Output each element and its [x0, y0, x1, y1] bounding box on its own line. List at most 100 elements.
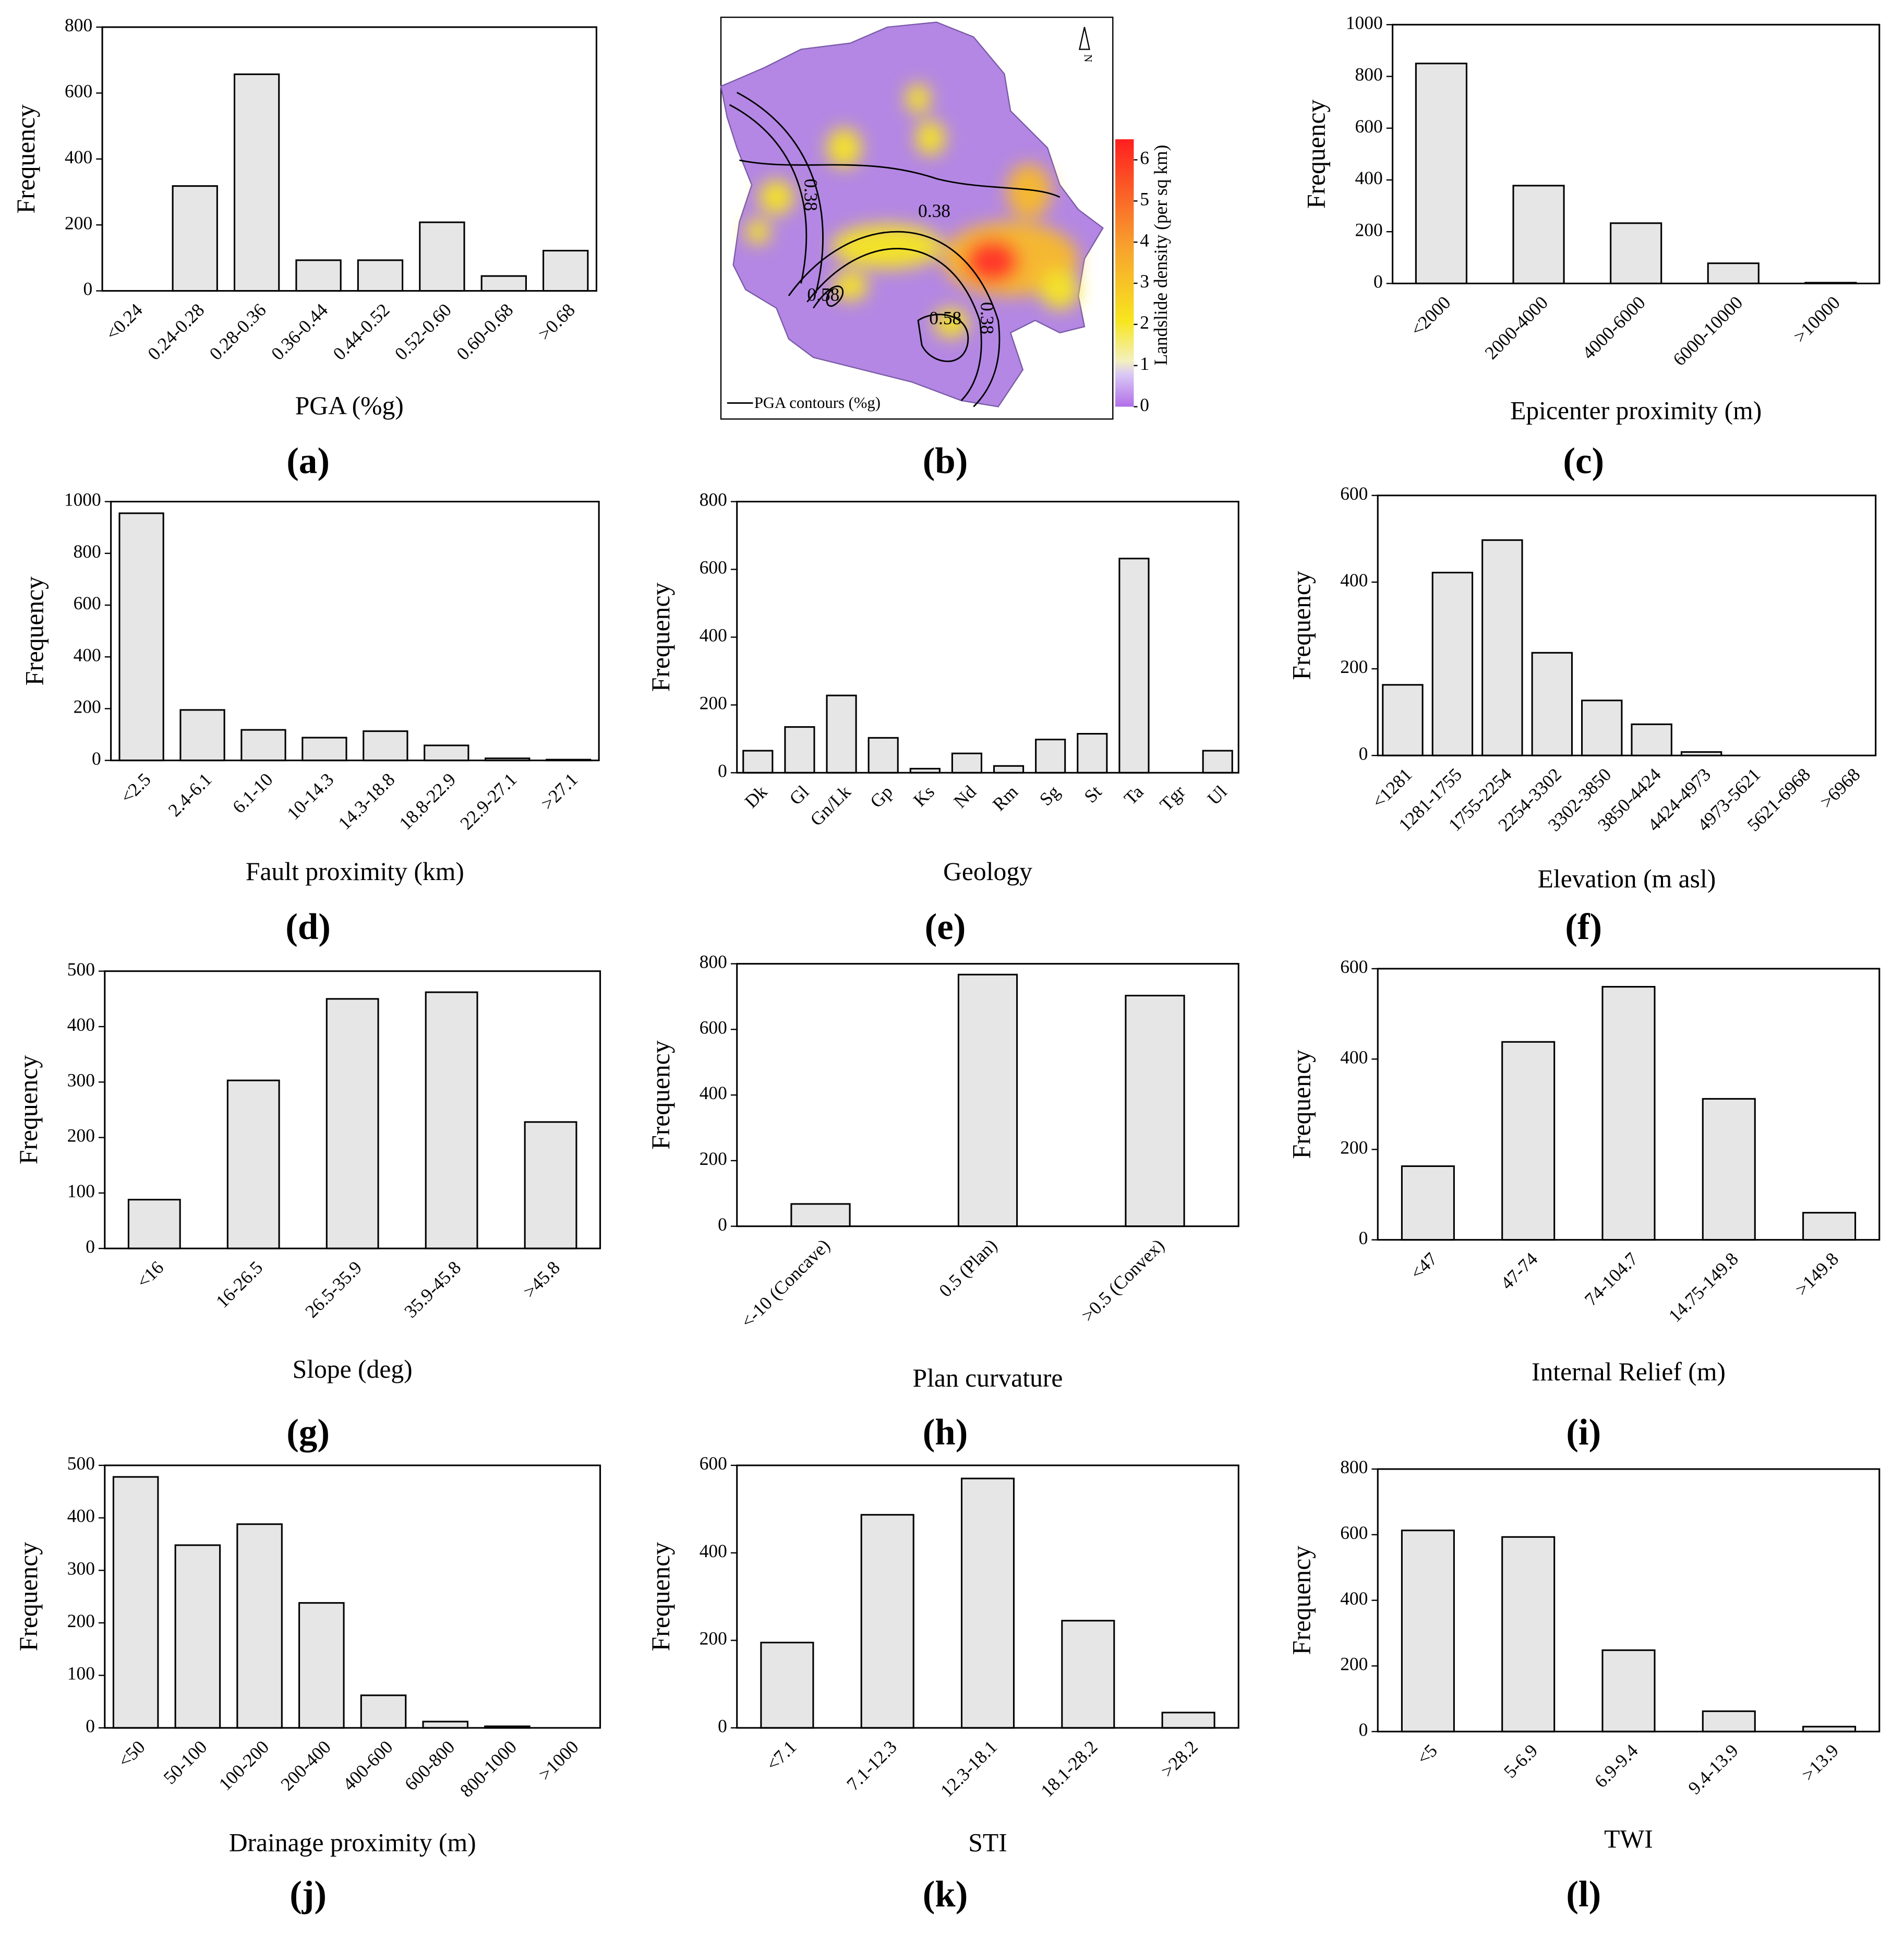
x-tick-label: 2000-4000	[1480, 292, 1552, 364]
x-tick-label: 0.28-0.36	[205, 299, 270, 364]
x-tick-label: >1000	[534, 1736, 583, 1785]
bar	[1501, 1041, 1556, 1241]
pga-contours	[729, 91, 1061, 407]
x-tick-label: 0.24-0.28	[143, 299, 208, 364]
bar	[951, 752, 983, 774]
y-tick-label: 200	[1340, 1137, 1368, 1158]
bar	[1531, 652, 1573, 756]
x-tick-label: 18.1-28.2	[1037, 1736, 1101, 1801]
y-tick-label: 0	[718, 1715, 727, 1736]
colorbar-label: Landslide density (per sq km)	[1150, 145, 1171, 366]
plot-frame	[1392, 23, 1881, 284]
bar	[360, 1694, 407, 1729]
y-tick-label: 200	[700, 1628, 727, 1649]
x-tick-label: 14.3-18.8	[334, 769, 399, 834]
y-tick-label: 200	[67, 1610, 95, 1631]
y-axis-label: Frequency	[14, 1055, 43, 1165]
bar	[172, 185, 218, 292]
y-tick-label: 1000	[1346, 12, 1383, 33]
y-tick-label: 800	[1355, 64, 1383, 85]
x-tick-label: <7.1	[762, 1736, 801, 1775]
y-tick-label: 100	[67, 1181, 95, 1201]
bar	[233, 73, 280, 292]
panel-label: (f)	[1565, 907, 1602, 947]
x-axis-label: Slope (deg)	[293, 1355, 413, 1383]
legend-text: PGA contours (%g)	[754, 394, 881, 412]
bar	[480, 275, 527, 292]
contour-label: 0.38	[977, 302, 998, 334]
y-tick-label: 800	[1340, 1456, 1368, 1477]
y-tick-label: 0	[1359, 1227, 1368, 1248]
y-tick-label: 400	[700, 1082, 727, 1103]
y-tick-label: 200	[74, 696, 101, 717]
x-tick-label: 4000-6000	[1578, 292, 1649, 364]
contour-label: 0.58	[929, 307, 961, 328]
plot-frame	[104, 1464, 601, 1729]
bar	[363, 730, 408, 762]
bar	[993, 765, 1025, 774]
y-tick-label: 300	[67, 1069, 95, 1090]
y-tick-label: 1000	[64, 489, 101, 510]
y-tick-label: 400	[1340, 1588, 1368, 1609]
bar	[867, 737, 899, 774]
bar	[784, 726, 815, 774]
bar	[1061, 1620, 1115, 1729]
bar	[1161, 1712, 1215, 1729]
bar	[826, 694, 857, 774]
x-tick-label: 100-200	[214, 1736, 273, 1795]
x-tick-label: 400-600	[339, 1736, 397, 1795]
bar	[295, 259, 342, 292]
y-tick-label: 600	[1355, 116, 1383, 137]
x-axis-label: Epicenter proximity (m)	[1510, 396, 1762, 425]
x-tick-label: <50	[114, 1736, 149, 1771]
x-tick-label: <-10 (Concave)	[737, 1235, 834, 1332]
y-axis-label: Frequency	[1287, 571, 1316, 680]
x-tick-label: Ul	[1203, 781, 1231, 809]
x-axis-label: STI	[968, 1828, 1007, 1857]
bar	[1501, 1536, 1556, 1732]
x-tick-label: 26.5-35.9	[301, 1257, 366, 1321]
y-tick-label: 600	[74, 593, 101, 613]
x-tick-label: 600-800	[401, 1736, 459, 1795]
bar	[742, 750, 774, 774]
y-tick-label: 400	[67, 1014, 95, 1035]
colorbar-tick-label: 6	[1140, 148, 1149, 168]
x-tick-label: <47	[1406, 1248, 1441, 1283]
x-tick-label: 47-74	[1497, 1248, 1542, 1294]
x-tick-label: Tgr	[1155, 781, 1189, 815]
colorbar-tick-label: 2	[1140, 312, 1149, 333]
map-area	[720, 21, 1104, 407]
y-tick-label: 800	[74, 541, 101, 562]
bar	[112, 1476, 159, 1729]
y-tick-label: 200	[700, 692, 727, 713]
x-tick-label: Gn/Lk	[806, 781, 855, 830]
x-tick-label: 0.52-0.60	[391, 299, 455, 364]
y-tick-label: 200	[67, 1125, 95, 1146]
north-arrow	[1079, 27, 1090, 50]
x-tick-label: <2.5	[116, 769, 155, 808]
x-tick-label: 0.36-0.44	[267, 299, 332, 364]
panel-label: (e)	[925, 907, 966, 947]
y-tick-label: 600	[700, 1017, 727, 1038]
plot-frame	[736, 1464, 1239, 1729]
y-tick-label: 0	[86, 1715, 95, 1736]
x-axis-label: Fault proximity (km)	[246, 857, 464, 886]
y-tick-label: 0	[1359, 1719, 1368, 1740]
panel-label: (a)	[286, 441, 330, 482]
panel-label: (i)	[1566, 1412, 1601, 1453]
x-tick-label: 18.8-22.9	[395, 769, 460, 834]
contour-label: 0.38	[918, 200, 950, 221]
y-tick-label: 400	[1340, 1046, 1368, 1067]
panel-label: (h)	[923, 1412, 968, 1453]
x-tick-label: 16-26.5	[212, 1257, 267, 1312]
x-tick-label: 5-6.9	[1500, 1740, 1541, 1781]
x-tick-label: St	[1080, 781, 1105, 807]
x-tick-label: Nd	[949, 781, 980, 812]
bar	[1118, 558, 1150, 774]
x-tick-label: 12.3-18.1	[936, 1736, 1001, 1801]
x-axis-label: Drainage proximity (m)	[229, 1828, 476, 1857]
colorbar-tick-label: 3	[1140, 271, 1149, 292]
x-tick-label: Gl	[785, 781, 813, 809]
panel-label: (b)	[923, 441, 968, 482]
x-tick-label: >6968	[1816, 764, 1864, 812]
